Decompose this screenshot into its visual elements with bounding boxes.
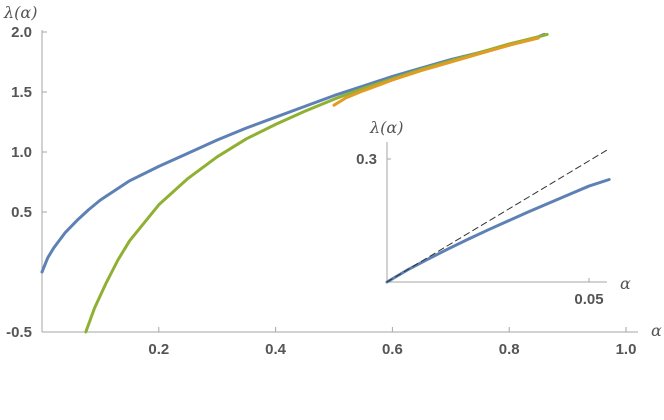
inset-y-tick-label: 0.3 [356, 151, 377, 168]
main-x-tick-label: 0.8 [499, 341, 520, 358]
main-y-tick-label: 2.0 [11, 24, 32, 41]
main-x-tick-label: 1.0 [616, 341, 637, 358]
inset-series-dashed-dashed-line [386, 148, 610, 283]
main-y-tick-label: 1.5 [11, 84, 32, 101]
main-series-orange-line [332, 36, 540, 107]
main-x-tick-label: 0.4 [265, 341, 287, 358]
main-y-tick-label: 0.5 [11, 204, 32, 221]
main-x-axis-label: α [651, 321, 662, 340]
inset-series-group [385, 148, 611, 284]
main-series-green-line [84, 32, 549, 334]
inset-x-axis-label: α [620, 274, 631, 293]
main-x-tick-label: 0.2 [148, 341, 169, 358]
main-series-blue-line [40, 32, 546, 274]
main-y-axis-label: λ(α) [3, 3, 37, 22]
inset-x-tick-label: 0.05 [574, 291, 603, 308]
inset-series-blue-line [385, 178, 611, 284]
main-y-tick-label: 1.0 [11, 144, 32, 161]
main-ticks: 0.2 0.4 0.6 0.8 1.0 -0.5 0.5 1.0 1.5 2.0 [6, 24, 636, 358]
inset-y-axis-label: λ(α) [369, 118, 403, 137]
inset-plot: 0.05 0.3 α λ(α) [356, 118, 631, 308]
main-series-group [40, 32, 549, 334]
inset-ticks: 0.05 0.3 [356, 151, 603, 308]
main-x-tick-label: 0.6 [382, 341, 403, 358]
main-plot: 0.2 0.4 0.6 0.8 1.0 -0.5 0.5 1.0 1.5 2.0 α λ(α) [3, 3, 662, 358]
main-y-tick-label: -0.5 [6, 324, 32, 341]
